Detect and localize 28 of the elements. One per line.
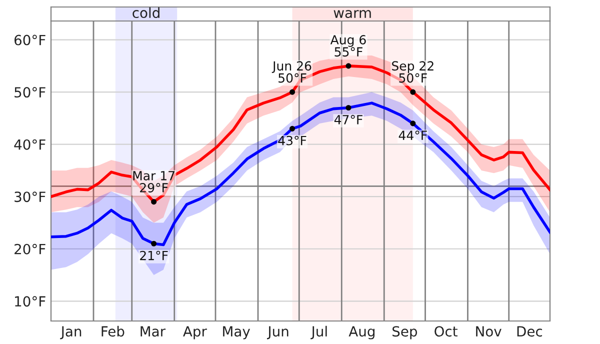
y-tick-label: 10°F <box>15 296 46 307</box>
annotation: Aug 6 55°F <box>330 35 366 57</box>
y-tick-label: 60°F <box>14 34 46 46</box>
y-tick-label: 30°F <box>14 192 46 202</box>
y-tick-label: 40°F <box>14 139 46 150</box>
x-tick-label: Jun <box>266 326 288 340</box>
x-tick-label: Mar <box>140 326 166 337</box>
x-tick-label: Sep <box>392 326 418 340</box>
x-tick-label: Feb <box>102 326 124 337</box>
x-tick-label: Aug <box>348 326 374 340</box>
y-tick-label: 50°F <box>14 87 46 98</box>
x-tick-label: Jan <box>60 326 82 340</box>
annotation: 43°F <box>278 136 306 146</box>
x-tick-label: Jul <box>310 326 327 340</box>
x-tick-label: Nov <box>476 326 502 337</box>
annotation: 21°F <box>140 250 168 260</box>
y-tick-label: 20°F <box>14 244 46 254</box>
x-tick-label: May <box>223 326 250 340</box>
annotation: 44°F <box>398 130 427 140</box>
annotation: Mar 17 29°F <box>133 171 174 192</box>
band-label: warm <box>334 10 371 18</box>
annotation: Sep 22 50°F <box>392 61 434 83</box>
x-tick-label: Dec <box>517 326 542 337</box>
x-tick-label: Oct <box>434 326 458 337</box>
annotation: Jun 26 50°F <box>272 61 312 83</box>
annotation: 47°F <box>334 114 362 124</box>
band-label: cold <box>132 7 160 18</box>
x-tick-label: Apr <box>183 326 207 340</box>
